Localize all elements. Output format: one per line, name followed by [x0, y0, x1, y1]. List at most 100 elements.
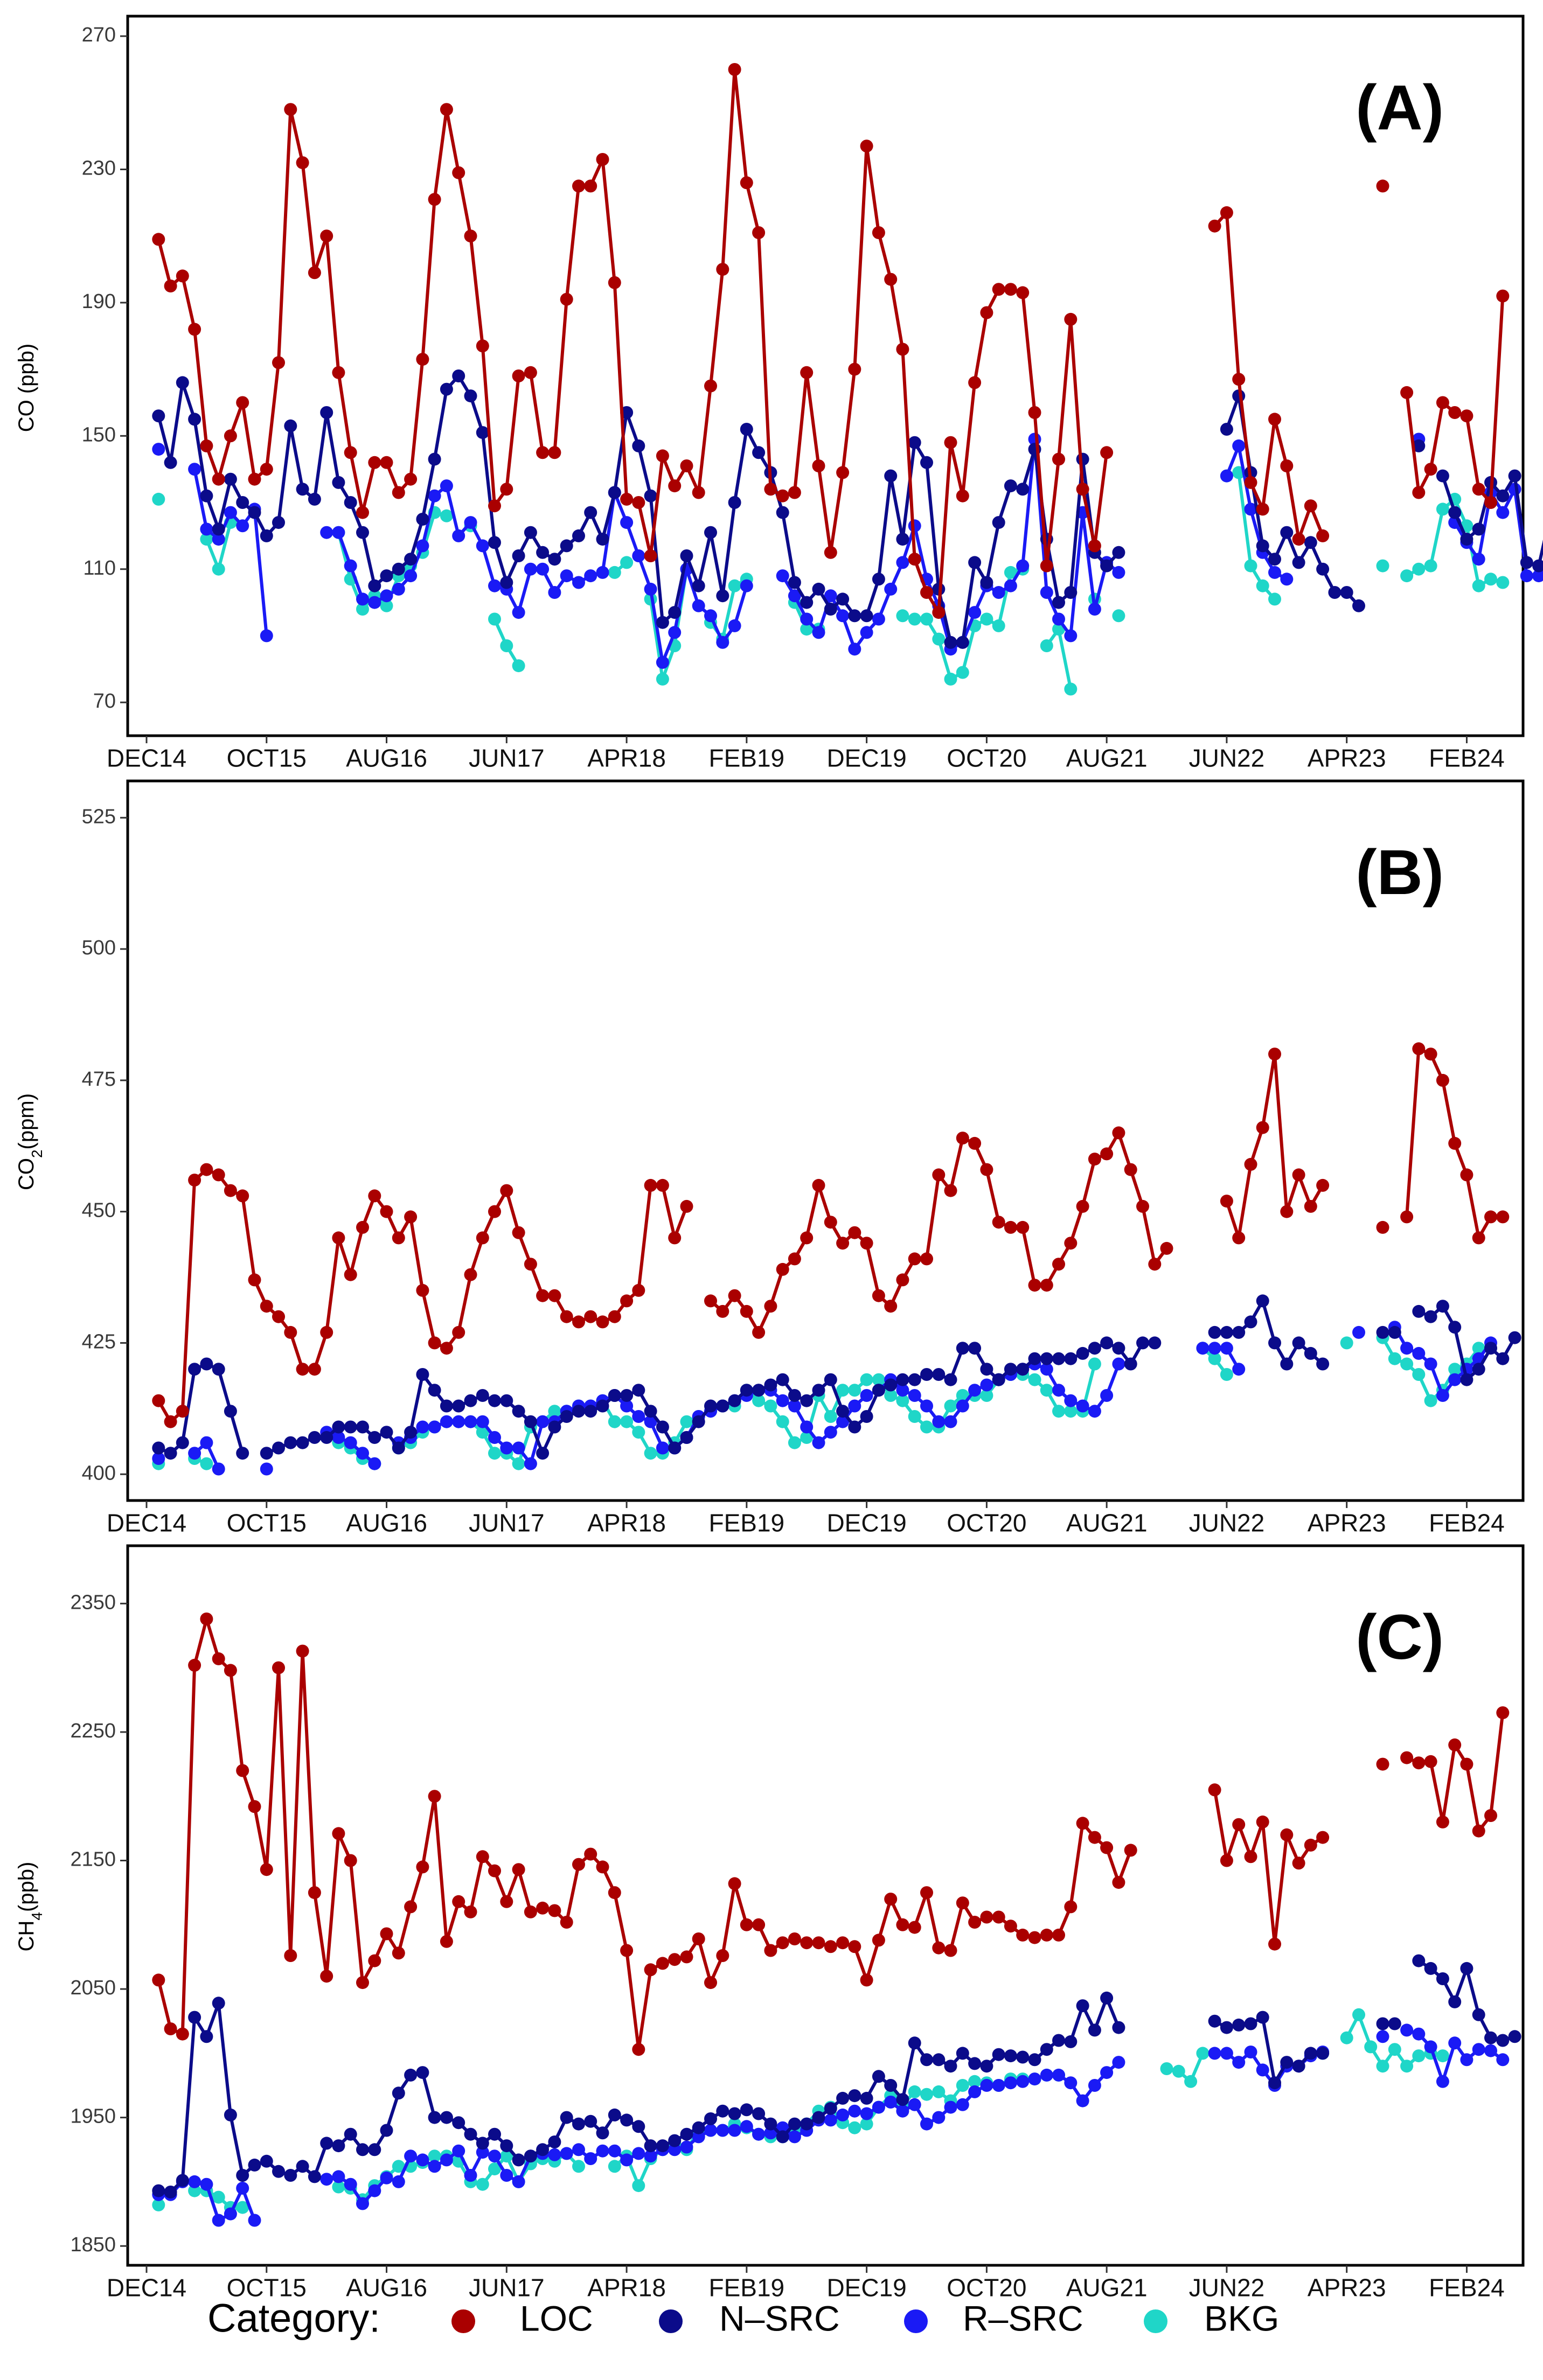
panel-b-bkg-point: [848, 1384, 861, 1397]
panel-c-loc-point: [1220, 1854, 1233, 1867]
panel-a-loc-point: [1016, 286, 1030, 299]
panel-c-n-src-point: [1088, 2023, 1101, 2037]
panel-b-n-src-point: [776, 1373, 789, 1386]
panel-c-loc-point: [896, 1918, 909, 1931]
panel-b-bkg-point: [1448, 1363, 1462, 1376]
panel-a-loc-point: [1244, 476, 1257, 489]
panel-b-n-src-point: [1232, 1325, 1246, 1339]
panel-a-n-src-point: [1532, 559, 1543, 573]
panel-c-n-src-point: [1496, 2034, 1510, 2047]
panel-b-n-src-point: [1484, 1342, 1497, 1355]
panel-c: (C) CH4(ppb) 1850 1950 2050 2150 2250 2350 DEC…: [15, 1544, 1525, 2302]
panel-a-loc-point: [788, 486, 801, 499]
panel-a-bkg-point: [920, 612, 933, 626]
panel-c-n-src-point: [452, 2116, 465, 2130]
panel-b-n-src-point: [932, 1368, 946, 1381]
panel-a-r-src-point: [824, 589, 837, 603]
panel-a-bkg-point: [356, 603, 369, 616]
panel-c-n-src-point: [1316, 2047, 1330, 2060]
panel-a-n-src-point: [404, 553, 418, 566]
panel-a-loc-point: [212, 472, 225, 486]
panel-c-n-src-point: [896, 2093, 909, 2106]
panel-a-n-src-point: [728, 496, 741, 509]
panel-c-loc-point: [224, 1664, 237, 1677]
panel-a-r-src-point: [464, 516, 477, 529]
panel-b-n-src-point: [1244, 1315, 1257, 1329]
panel-c-loc-point: [1028, 1931, 1041, 1944]
panel-c-loc-point: [536, 1901, 550, 1915]
panel-b-r-src-point: [788, 1399, 801, 1413]
panel-b-n-src-point: [824, 1373, 837, 1386]
panel-a-r-src-point: [200, 522, 213, 536]
panel-b-xtick-label: AUG21: [1066, 1509, 1148, 1537]
panel-c-loc-point: [440, 1935, 453, 1948]
panel-c-r-src-point: [944, 2100, 957, 2114]
panel-b-n-src-point: [1136, 1336, 1149, 1350]
panel-c-loc-point: [776, 1936, 789, 1950]
panel-b-loc-point: [1292, 1168, 1305, 1182]
panel-a-n-src-point: [332, 476, 345, 489]
panel-a-n-src-point: [296, 483, 309, 496]
panel-a-n-src-point: [644, 489, 657, 502]
panel-c-n-src-point: [692, 2121, 705, 2134]
panel-b-n-src-point: [1052, 1352, 1065, 1365]
panel-a-loc-point: [560, 292, 573, 306]
panel-a-n-src-point: [512, 549, 525, 562]
panel-b-bkg-point: [1208, 1352, 1221, 1365]
panel-b-n-src-point: [1016, 1363, 1030, 1376]
panel-c-n-src-point: [212, 1997, 225, 2010]
panel-a-loc-point: [644, 549, 657, 562]
panel-a-loc-point: [164, 280, 177, 292]
panel-b-r-src-point: [944, 1415, 957, 1428]
panel-a-loc-point: [584, 179, 597, 193]
panel-a-r-src-point: [1112, 566, 1125, 579]
panel-a-n-src-point: [452, 369, 465, 382]
panel-b-xtick-label: DEC19: [826, 1509, 906, 1537]
panel-c-loc-point: [1400, 1751, 1414, 1764]
panel-b-n-src-point: [164, 1447, 177, 1460]
panel-a-loc-point: [1448, 406, 1462, 419]
panel-a-loc-point: [476, 339, 489, 353]
panel-a-loc-point: [800, 366, 814, 379]
panel-b-loc-point: [464, 1268, 477, 1281]
panel-a-n-src-point: [176, 376, 189, 389]
panel-a-bkg-point: [1484, 573, 1497, 586]
panel-a-n-src-point: [1256, 539, 1269, 553]
panel-b-r-src-point: [1448, 1373, 1462, 1386]
panel-c-r-src-point: [464, 2169, 477, 2182]
panel-c-xtick-label: AUG16: [346, 2274, 427, 2302]
panel-b-n-src-point: [1124, 1357, 1137, 1371]
panel-b-n-src-point: [1316, 1357, 1330, 1371]
panel-a-r-src-point: [392, 582, 405, 596]
panel-b-n-src-point: [380, 1426, 393, 1439]
panel-b-r-src-point: [1100, 1389, 1114, 1402]
panel-c-loc-point: [1256, 1815, 1269, 1828]
panel-b-r-src-point: [536, 1415, 550, 1428]
panel-a-loc-point: [992, 283, 1005, 296]
legend-bkg-marker: [1144, 2309, 1167, 2333]
panel-b-n-src-point: [872, 1384, 885, 1397]
panel-c-r-src-point: [1484, 2044, 1497, 2057]
panel-a-r-src-point: [1520, 569, 1533, 583]
panel-c-bkg-point: [1340, 2031, 1353, 2044]
panel-b-loc-point: [932, 1168, 946, 1182]
panel-b-xtick-label: APR23: [1308, 1509, 1386, 1537]
panel-c-loc-point: [512, 1863, 525, 1876]
panel-c-loc-point: [980, 1910, 993, 1924]
panel-b-n-src-point: [212, 1363, 225, 1376]
panel-a-loc-point: [344, 446, 357, 459]
panel-b-frame: [126, 779, 1525, 1502]
panel-b-n-src-point: [692, 1415, 705, 1428]
panel-a-n-src-point: [284, 419, 297, 432]
panel-c-n-src-point: [932, 2053, 946, 2067]
panel-a-loc-point: [356, 506, 369, 519]
panel-a-loc-point: [296, 156, 309, 170]
panel-c-r-src-point: [1460, 2053, 1474, 2067]
panel-b-n-src-point: [572, 1405, 585, 1418]
panel-b-bkg-point: [788, 1436, 801, 1449]
panel-c-n-src-point: [1112, 2021, 1125, 2034]
panel-a-n-src-point: [584, 506, 597, 519]
panel-b-r-src-point: [212, 1462, 225, 1476]
panel-b-loc-point: [1256, 1121, 1269, 1134]
panel-c-r-src-point: [1040, 2068, 1053, 2082]
